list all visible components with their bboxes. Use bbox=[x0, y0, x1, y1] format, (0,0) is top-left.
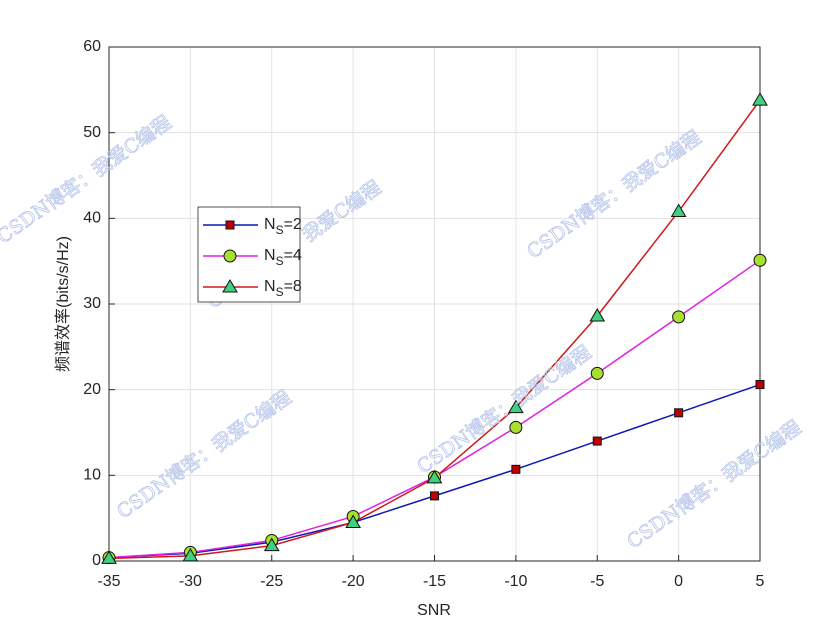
plot-frame bbox=[108, 46, 761, 562]
legend-label: NS=4 bbox=[264, 247, 302, 268]
marker bbox=[509, 420, 523, 434]
x-tick-label: 0 bbox=[674, 573, 683, 590]
x-tick-label: -5 bbox=[590, 573, 604, 590]
x-tick-label: -35 bbox=[97, 573, 120, 590]
y-tick-label: 20 bbox=[83, 381, 101, 398]
marker bbox=[426, 469, 443, 484]
x-tick-label: -20 bbox=[342, 573, 365, 590]
marker bbox=[225, 220, 235, 230]
marker bbox=[674, 408, 684, 418]
x-tick-label: 5 bbox=[756, 573, 765, 590]
y-tick-label: 10 bbox=[83, 467, 101, 484]
marker bbox=[590, 366, 604, 380]
marker bbox=[670, 203, 687, 217]
marker bbox=[263, 537, 280, 552]
x-tick-label: -10 bbox=[504, 573, 527, 590]
legend-label: NS=2 bbox=[264, 216, 302, 237]
marker bbox=[592, 436, 602, 446]
y-tick-label: 30 bbox=[83, 295, 101, 312]
x-tick-label: -15 bbox=[423, 573, 446, 590]
x-tick-label: -30 bbox=[179, 573, 202, 590]
x-axis-label: SNR bbox=[417, 602, 451, 619]
y-tick-label: 40 bbox=[83, 210, 101, 227]
marker bbox=[752, 92, 768, 106]
marker bbox=[508, 399, 524, 414]
y-tick-label: 0 bbox=[92, 552, 101, 569]
marker bbox=[222, 279, 238, 293]
y-axis-label: 频谱效率(bits/s/Hz) bbox=[54, 236, 72, 372]
marker bbox=[755, 380, 765, 390]
marker bbox=[345, 514, 361, 528]
marker bbox=[672, 310, 686, 324]
marker bbox=[223, 249, 237, 263]
marker bbox=[101, 550, 117, 564]
marker bbox=[182, 547, 199, 562]
marker bbox=[589, 308, 606, 322]
legend-label: NS=8 bbox=[264, 278, 302, 299]
x-tick-label: -25 bbox=[260, 573, 283, 590]
marker bbox=[430, 491, 439, 501]
legend-box bbox=[197, 206, 301, 303]
y-tick-label: 60 bbox=[83, 38, 101, 55]
y-tick-label: 50 bbox=[83, 124, 101, 141]
marker bbox=[753, 253, 767, 267]
marker bbox=[511, 464, 521, 474]
